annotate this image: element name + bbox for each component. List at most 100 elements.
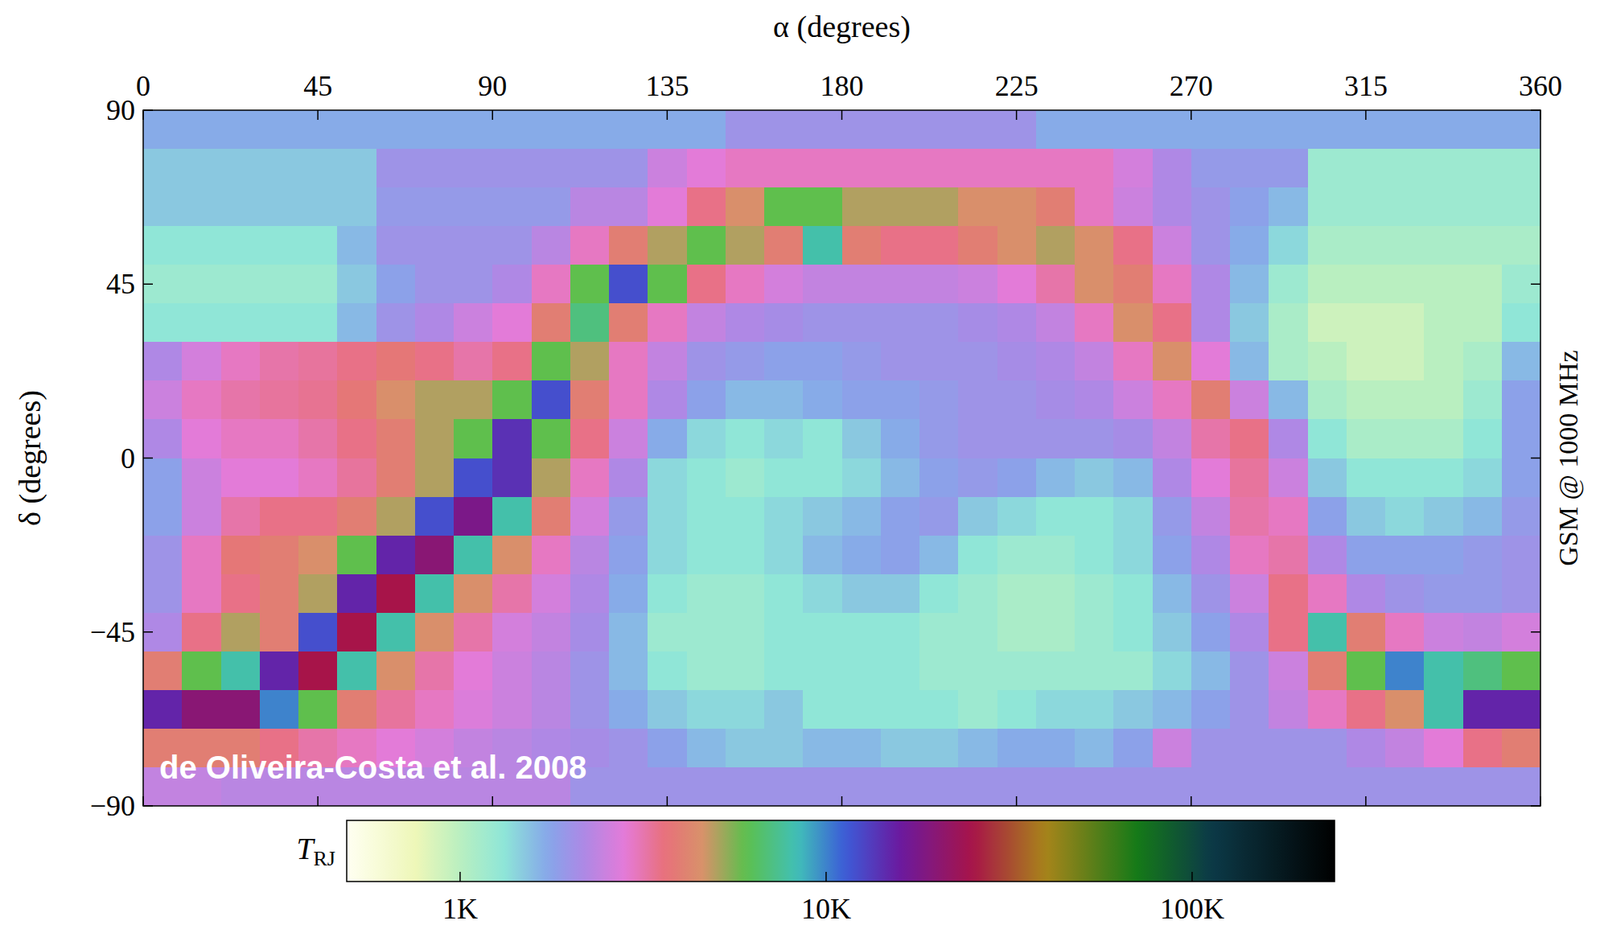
x-tick-label: 315 — [1344, 69, 1388, 103]
cell — [842, 497, 882, 537]
cell — [143, 497, 183, 537]
cell — [764, 264, 804, 305]
cell — [298, 110, 338, 150]
x-tick-label: 270 — [1169, 69, 1214, 103]
cell — [842, 226, 882, 266]
cell — [1268, 303, 1309, 343]
cell — [531, 187, 572, 227]
cell — [453, 110, 494, 150]
cell — [725, 690, 766, 730]
cell — [376, 380, 416, 420]
x-tick — [1539, 110, 1542, 120]
cell — [298, 380, 338, 420]
cell — [376, 574, 416, 614]
cell — [764, 458, 804, 498]
cell — [492, 264, 533, 305]
cell — [608, 264, 649, 305]
cell — [1463, 728, 1503, 769]
cell — [842, 110, 882, 150]
cell — [1036, 303, 1076, 343]
cell — [647, 651, 688, 692]
cell — [221, 535, 261, 576]
cell — [958, 380, 999, 420]
cell — [1501, 535, 1541, 576]
cell — [337, 380, 378, 420]
cell — [647, 110, 688, 150]
cell — [531, 148, 572, 189]
cell — [376, 226, 416, 266]
cell — [802, 380, 844, 420]
colorbar-tick-label: 100K — [1159, 892, 1225, 926]
cell — [1113, 419, 1154, 460]
cell — [764, 226, 804, 266]
cell — [1463, 535, 1503, 576]
cell — [415, 148, 455, 189]
cell — [1501, 574, 1541, 614]
cell — [647, 226, 688, 266]
colorbar-title: TRJ — [296, 831, 336, 871]
cell — [143, 226, 183, 266]
cell — [453, 458, 494, 498]
cell — [415, 419, 455, 460]
cell — [842, 651, 882, 692]
cell — [725, 458, 766, 498]
cell — [143, 264, 183, 305]
cell — [1229, 148, 1270, 189]
cell — [531, 497, 572, 537]
cell — [1307, 341, 1348, 382]
cell — [1307, 497, 1348, 537]
cell — [1191, 148, 1231, 189]
cell — [919, 419, 959, 460]
cell — [1307, 651, 1348, 692]
cell — [1501, 458, 1541, 498]
cell — [1229, 497, 1270, 537]
cell — [997, 264, 1037, 305]
x-tick — [666, 110, 669, 120]
cell — [686, 497, 727, 537]
cell — [764, 148, 804, 189]
cell — [764, 303, 804, 343]
cell — [1385, 226, 1425, 266]
cell — [880, 767, 921, 807]
cell — [298, 574, 338, 614]
cell — [802, 767, 844, 807]
cell — [181, 110, 223, 150]
cell — [531, 574, 572, 614]
cell — [1152, 148, 1193, 189]
cell — [337, 535, 378, 576]
cell — [1191, 651, 1231, 692]
cell — [337, 419, 378, 460]
cell — [221, 303, 261, 343]
cell — [1307, 187, 1348, 227]
cell — [764, 690, 804, 730]
cell — [453, 303, 494, 343]
cell — [842, 187, 882, 227]
y-tick — [1530, 631, 1541, 634]
cell — [880, 148, 921, 189]
cell — [1423, 651, 1465, 692]
cell — [608, 419, 649, 460]
cell — [337, 497, 378, 537]
x-tick — [841, 796, 844, 807]
cell — [531, 264, 572, 305]
cell — [647, 535, 688, 576]
cell — [1074, 148, 1115, 189]
cell — [181, 226, 223, 266]
cell — [1229, 341, 1270, 382]
cell — [1113, 380, 1154, 420]
cell — [415, 612, 455, 653]
cell — [842, 264, 882, 305]
cell — [1385, 651, 1425, 692]
cell — [453, 690, 494, 730]
cell — [1152, 419, 1193, 460]
cell — [492, 574, 533, 614]
cell — [608, 767, 649, 807]
cell — [492, 535, 533, 576]
cell — [1463, 767, 1503, 807]
cell — [181, 341, 223, 382]
cell — [1074, 574, 1115, 614]
cell — [686, 380, 727, 420]
cell — [1346, 497, 1387, 537]
cell — [453, 187, 494, 227]
cell — [492, 226, 533, 266]
